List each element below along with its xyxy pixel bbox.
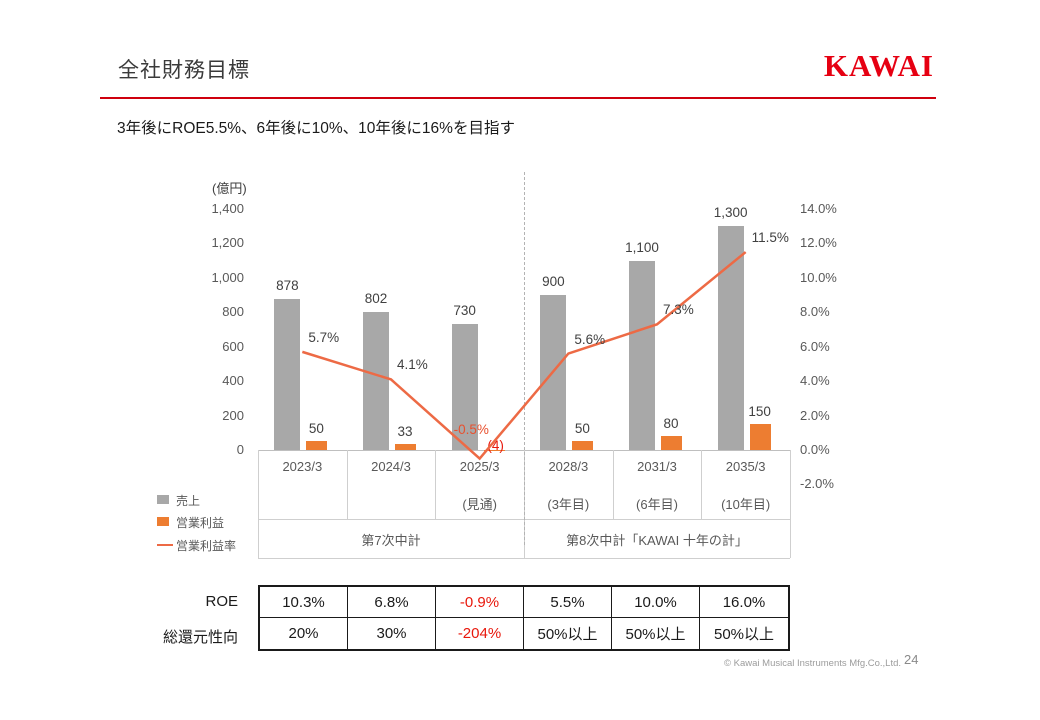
- group-label-midterm8: 第8次中計「KAWAI 十年の計」: [566, 533, 748, 548]
- margin-point-label: 5.6%: [574, 331, 606, 347]
- label-grid-hline: [258, 558, 790, 559]
- table-cell: 50%以上: [524, 618, 612, 649]
- category-label: 2024/3: [371, 459, 411, 474]
- y-axis-right-tick: 10.0%: [800, 269, 837, 285]
- category-sublabel: (3年目): [547, 497, 590, 512]
- legend-swatch-profit: [157, 517, 169, 526]
- sales-bar-label: 878: [276, 277, 299, 293]
- y-axis-right-tick: 2.0%: [800, 407, 830, 423]
- y-axis-right-tick: 4.0%: [800, 373, 830, 389]
- table-cell: 16.0%: [700, 587, 788, 618]
- y-axis-left-tick: 1,200: [211, 235, 244, 251]
- y-axis-left-tick: 600: [222, 338, 244, 354]
- legend-label-sales: 売上: [176, 494, 201, 508]
- category-sublabel: (6年目): [636, 497, 678, 512]
- margin-point-label: 5.7%: [308, 329, 340, 345]
- table-cell: 10.0%: [612, 587, 700, 618]
- sales-bar-label: 1,300: [713, 205, 748, 221]
- table-cell: -204%: [436, 618, 524, 649]
- category-label: 2028/3: [548, 459, 589, 474]
- copyright: © Kawai Musical Instruments Mfg.Co.,Ltd.: [724, 658, 902, 669]
- page-title: 全社財務目標: [118, 59, 250, 82]
- table-cell: 6.8%: [348, 587, 436, 618]
- axis-unit-label: (億円): [212, 181, 247, 196]
- group-label-midterm7: 第7次中計: [361, 533, 421, 548]
- category-label: 2031/3: [637, 459, 677, 474]
- label-grid-vline: [435, 450, 437, 519]
- y-axis-left-tick: 1,400: [211, 201, 244, 216]
- y-axis-right-tick: 14.0%: [800, 201, 837, 216]
- margin-point-label: 7.3%: [663, 302, 694, 318]
- y-axis-left-tick: 0: [236, 442, 244, 457]
- targets-table-grid: 10.3% 6.8% -0.9% 5.5% 10.0% 16.0% 20% 30% -204% 5…: [258, 585, 790, 651]
- y-axis-left-tick: 200: [222, 407, 244, 423]
- category-sublabel: (見通): [462, 497, 497, 512]
- sales-bar-label: 1,100: [625, 239, 659, 255]
- kawai-logo: KAWAI: [823, 48, 934, 83]
- y-axis-right-tick: 8.0%: [800, 304, 830, 320]
- page-number: 24: [904, 652, 919, 667]
- margin-point-label: 11.5%: [751, 230, 789, 246]
- legend-swatch-sales: [157, 495, 169, 504]
- table-cell: 20%: [260, 618, 348, 649]
- group-grid-vline: [790, 519, 791, 558]
- table-cell: 50%以上: [713, 626, 775, 643]
- table-cell: 30%: [348, 618, 436, 649]
- group-grid-vline: [258, 519, 259, 558]
- legend-label-profit: 営業利益: [176, 516, 225, 530]
- label-grid-vline: [790, 450, 791, 519]
- category-sublabel: (10年目): [721, 497, 771, 512]
- title-divider: [100, 97, 936, 99]
- margin-point-label: 4.1%: [397, 357, 428, 373]
- y-axis-right-tick: 12.0%: [800, 235, 837, 251]
- sales-bar: [274, 298, 301, 450]
- label-grid-vline: [612, 450, 614, 519]
- y-axis-left-tick: 1,000: [211, 269, 244, 285]
- y-axis-right-tick: 0.0%: [800, 442, 830, 457]
- label-grid-vline: [258, 450, 259, 519]
- table-cell: 10.3%: [260, 587, 348, 618]
- y-axis-right-tick: 6.0%: [800, 338, 830, 354]
- label-grid-vline: [701, 450, 703, 519]
- table-row-label: 総還元性向: [162, 629, 238, 646]
- table-row-label: ROE: [205, 593, 238, 610]
- y-axis-left-tick: 800: [222, 304, 244, 320]
- table-cell: 5.5%: [524, 587, 612, 618]
- subtitle: 3年後にROE5.5%、6年後に10%、10年後に16%を目指す: [117, 120, 515, 137]
- category-label: 2035/3: [725, 459, 766, 474]
- category-label: 2025/3: [459, 459, 500, 474]
- margin-point-label: -0.5%: [453, 421, 489, 437]
- table-cell: 50%以上: [612, 618, 700, 649]
- profit-bar: [749, 424, 771, 450]
- legend-label-margin: 営業利益率: [176, 539, 237, 553]
- table-cell: -0.9%: [436, 587, 524, 618]
- legend-line-swatch: [157, 544, 173, 546]
- y-axis-left-tick: 400: [222, 373, 244, 389]
- label-grid-vline: [346, 450, 348, 519]
- category-label: 2023/3: [282, 459, 323, 474]
- profit-bar-label: 150: [748, 404, 771, 420]
- y-axis-right-tick: -2.0%: [800, 476, 834, 492]
